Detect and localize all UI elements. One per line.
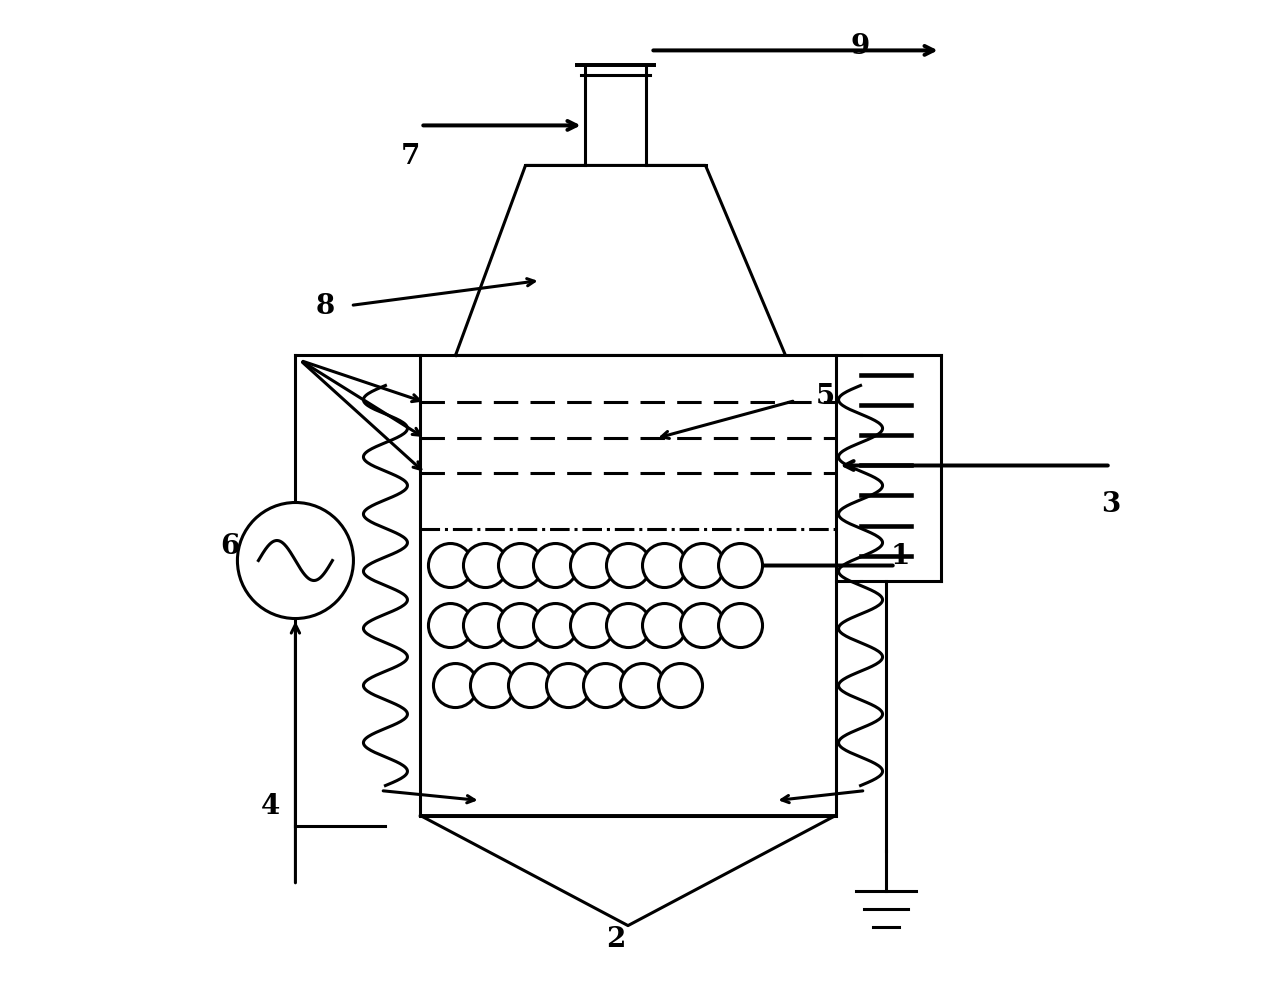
Bar	[420, 356, 835, 816]
Circle shape	[643, 604, 687, 648]
Circle shape	[498, 604, 542, 648]
Circle shape	[606, 604, 651, 648]
Circle shape	[533, 604, 578, 648]
Circle shape	[464, 604, 507, 648]
Text: 7: 7	[401, 142, 420, 169]
Circle shape	[498, 544, 542, 588]
Circle shape	[570, 544, 615, 588]
Circle shape	[643, 544, 687, 588]
Text: 8: 8	[316, 293, 336, 320]
Circle shape	[570, 604, 615, 648]
Circle shape	[470, 664, 515, 707]
Circle shape	[680, 604, 725, 648]
Text: 3: 3	[1100, 491, 1120, 517]
Text: 4: 4	[261, 793, 281, 820]
Text: 1: 1	[890, 542, 911, 569]
Circle shape	[620, 664, 665, 707]
Circle shape	[547, 664, 591, 707]
Circle shape	[428, 604, 473, 648]
Circle shape	[464, 544, 507, 588]
Circle shape	[509, 664, 552, 707]
Text: 5: 5	[816, 383, 835, 410]
Text: 9: 9	[851, 33, 870, 60]
Text: 6: 6	[220, 532, 240, 559]
Circle shape	[680, 544, 725, 588]
Circle shape	[428, 544, 473, 588]
Circle shape	[658, 664, 702, 707]
Circle shape	[719, 544, 762, 588]
Circle shape	[533, 544, 578, 588]
Circle shape	[719, 604, 762, 648]
Circle shape	[606, 544, 651, 588]
Text: 2: 2	[606, 925, 625, 952]
Circle shape	[583, 664, 628, 707]
Circle shape	[433, 664, 478, 707]
Circle shape	[237, 503, 354, 619]
